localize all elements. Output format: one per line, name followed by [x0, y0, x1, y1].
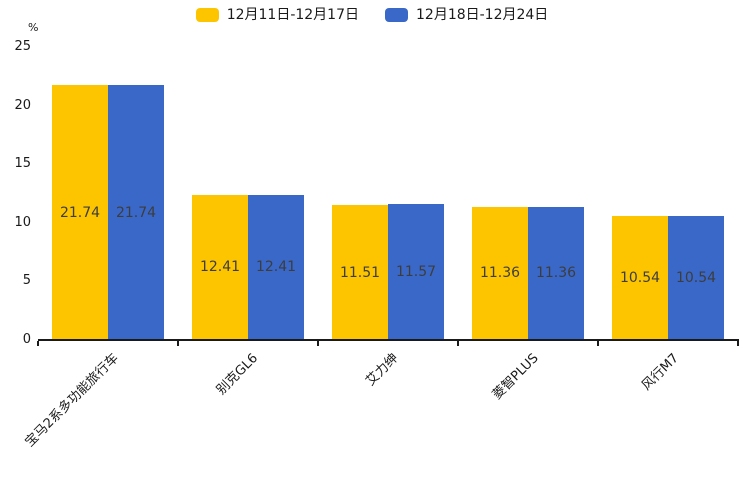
bar-series-2-宝马2系多功能旅行车: [108, 85, 164, 340]
x-category-label: 艾力绅: [363, 350, 402, 390]
y-tick-label: 10: [14, 214, 31, 230]
legend-item-series-1: 12月11日-12月17日: [195, 6, 359, 24]
y-tick-label: 0: [22, 332, 31, 347]
legend-label: 12月11日-12月17日: [226, 7, 359, 23]
bar-series-1-菱智PLUS: [472, 206, 528, 340]
chart-legend: 12月11日-12月17日 12月18日-12月24日: [0, 6, 744, 24]
y-tick-label: 20: [14, 97, 31, 113]
x-category-label: 别克GL6: [214, 350, 262, 398]
bar-value-label: 12.41: [255, 259, 297, 276]
x-axis-tick: [737, 341, 739, 346]
legend-swatch: [385, 8, 408, 22]
bar-series-1-艾力绅: [332, 205, 388, 340]
bar-series-1-风行M7: [612, 216, 668, 340]
legend-label: 12月18日-12月24日: [416, 7, 549, 23]
x-axis-tick: [177, 341, 179, 346]
bar-series-1-宝马2系多功能旅行车: [52, 85, 108, 340]
x-axis-tick: [317, 341, 319, 346]
bar-value-label: 11.36: [535, 265, 577, 282]
x-axis-tick: [597, 341, 599, 346]
x-axis-tick: [457, 341, 459, 346]
x-axis-line: [38, 339, 739, 341]
legend-swatch: [195, 8, 219, 22]
x-category-label: 菱智PLUS: [489, 350, 542, 403]
y-tick-label: 15: [14, 156, 31, 172]
bar-series-1-别克GL6: [192, 194, 248, 340]
y-tick-label: 5: [22, 273, 31, 289]
plot-area: 21.74 12.41 11.51 11.36 10.54 21.74 12.41 11.57…: [38, 47, 738, 340]
bar-value-label: 21.74: [59, 204, 101, 221]
x-category-label: 风行M7: [638, 350, 682, 394]
x-category-label: 宝马2系多功能旅行车: [22, 350, 122, 451]
bar-series-2-艾力绅: [388, 204, 444, 340]
bar-value-label: 11.36: [479, 265, 521, 282]
y-tick-label: 25: [14, 39, 31, 54]
bar-series-2-菱智PLUS: [528, 206, 584, 340]
x-axis-tick: [37, 341, 39, 346]
bar-value-label: 11.57: [395, 264, 437, 281]
bar-value-label: 11.51: [339, 264, 381, 281]
bar-value-label: 12.41: [199, 259, 241, 276]
y-axis-unit-label: %: [28, 21, 39, 34]
legend-item-series-2: 12月18日-12月24日: [385, 6, 548, 24]
bar-series-2-风行M7: [668, 216, 724, 340]
bar-series-2-别克GL6: [248, 194, 304, 340]
bar-value-label: 10.54: [619, 270, 661, 287]
bar-value-label: 10.54: [675, 270, 717, 287]
bar-value-label: 21.74: [115, 204, 157, 221]
